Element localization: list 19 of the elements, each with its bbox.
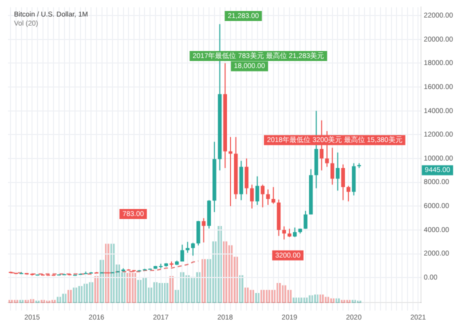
candlestick <box>330 147 334 186</box>
candlestick <box>196 220 200 246</box>
candlestick <box>282 226 286 240</box>
candlestick <box>260 184 265 208</box>
candlestick <box>266 188 270 206</box>
candlestick <box>336 152 340 192</box>
candlestick <box>244 158 248 195</box>
candlestick <box>255 176 260 206</box>
candlestick <box>292 227 297 238</box>
line-series <box>10 260 199 275</box>
candlestick <box>346 185 350 202</box>
candlestick <box>180 244 184 262</box>
candlestick <box>272 186 276 204</box>
candlestick <box>341 164 345 201</box>
candlestick <box>202 218 206 243</box>
candlestick <box>191 242 195 256</box>
candlestick <box>186 241 190 254</box>
candlestick <box>304 210 308 230</box>
candlestick <box>250 184 254 209</box>
